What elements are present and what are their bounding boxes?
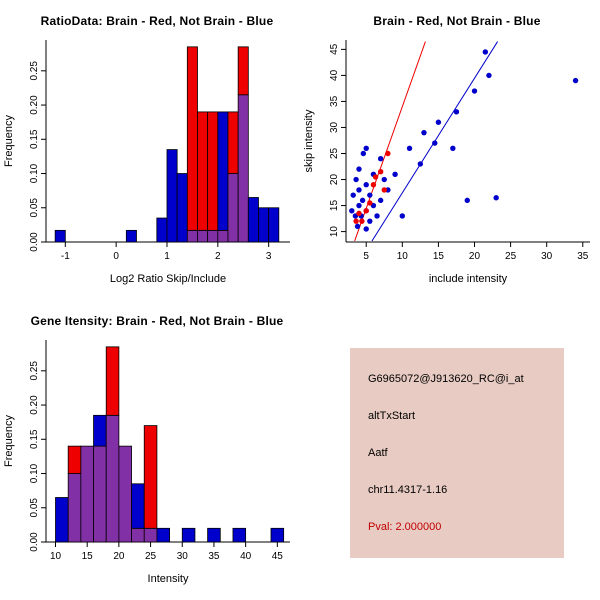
chromosome-location-label: chr11.4317-1.16 (368, 484, 448, 496)
panel-intensity-scatter: Brain - Red, Not Brain - Blue 5 10 15 20 25 3… (300, 0, 600, 300)
ratio-histogram-title: RatioData: Brain - Red, Not Brain - Blue (40, 14, 274, 28)
probe-id-label: G6965072@J913620_RC@i_at (368, 373, 524, 385)
svg-text:0.05: 0.05 (29, 198, 40, 218)
svg-text:skip intensity: skip intensity (303, 109, 315, 172)
svg-text:10: 10 (397, 251, 409, 262)
svg-text:0.20: 0.20 (29, 95, 40, 115)
svg-text:2: 2 (215, 251, 221, 262)
intensity-scatter-canvas: 5 10 15 20 25 30 35 10 15 20 25 30 35 40 45 include int… (303, 40, 590, 285)
svg-text:25: 25 (329, 147, 340, 159)
panel-ratio-histogram: RatioData: Brain - Red, Not Brain - Blue… (0, 0, 300, 300)
svg-text:35: 35 (577, 251, 589, 262)
svg-text:45: 45 (329, 43, 340, 55)
svg-text:Intensity: Intensity (148, 573, 189, 585)
gene-symbol-label: Aatf (368, 447, 388, 459)
svg-text:40: 40 (329, 69, 340, 81)
svg-text:15: 15 (329, 200, 340, 212)
panel-gene-intensity-histogram: Gene Itensity: Brain - Red, Not Brain - … (0, 300, 300, 600)
svg-text:0.05: 0.05 (29, 498, 40, 518)
svg-text:Log2 Ratio Skip/Include: Log2 Ratio Skip/Include (110, 273, 226, 285)
svg-text:0: 0 (113, 251, 119, 262)
svg-text:25: 25 (145, 551, 157, 562)
svg-text:10: 10 (329, 226, 340, 238)
svg-text:0.25: 0.25 (29, 361, 40, 381)
svg-text:25: 25 (505, 251, 517, 262)
svg-text:0.20: 0.20 (29, 395, 40, 415)
svg-text:30: 30 (177, 551, 189, 562)
gene-histogram-title: Gene Itensity: Brain - Red, Not Brain - … (30, 314, 284, 328)
gene-info-box: G6965072@J913620_RC@i_at altTxStart Aatf… (350, 348, 564, 558)
svg-text:30: 30 (329, 121, 340, 133)
svg-text:1: 1 (164, 251, 170, 262)
ratio-histogram-canvas: -1 0 1 2 3 0.00 0.05 0.10 0.15 0.20 0.25 Log2 Ratio… (3, 40, 290, 285)
svg-text:5: 5 (363, 251, 369, 262)
svg-text:0.00: 0.00 (29, 532, 40, 552)
svg-text:40: 40 (240, 551, 252, 562)
svg-text:20: 20 (113, 551, 125, 562)
svg-text:10: 10 (50, 551, 62, 562)
svg-text:0.15: 0.15 (29, 429, 40, 449)
svg-text:35: 35 (208, 551, 220, 562)
event-type-label: altTxStart (368, 410, 416, 422)
svg-text:45: 45 (272, 551, 284, 562)
svg-text:Frequency: Frequency (3, 415, 15, 467)
svg-text:0.10: 0.10 (29, 463, 40, 483)
svg-text:0.25: 0.25 (29, 61, 40, 81)
svg-text:30: 30 (541, 251, 553, 262)
svg-text:Frequency: Frequency (3, 115, 15, 167)
svg-text:20: 20 (329, 174, 340, 186)
scatter-title: Brain - Red, Not Brain - Blue (373, 14, 541, 28)
svg-text:0.00: 0.00 (29, 232, 40, 252)
svg-text:include intensity: include intensity (429, 273, 508, 285)
svg-text:35: 35 (329, 95, 340, 107)
svg-text:0.10: 0.10 (29, 163, 40, 183)
svg-text:15: 15 (433, 251, 445, 262)
panel-gene-info: G6965072@J913620_RC@i_at altTxStart Aatf… (300, 300, 600, 600)
svg-text:0.15: 0.15 (29, 129, 40, 149)
svg-text:20: 20 (469, 251, 481, 262)
svg-text:15: 15 (82, 551, 94, 562)
pval-label: Pval: 2.000000 (368, 521, 442, 533)
gene-intensity-histogram-canvas: 10 15 20 25 30 35 40 45 0.00 0.05 0.10 0.15 0.20 0.25… (3, 340, 290, 585)
svg-text:-1: -1 (61, 251, 70, 262)
svg-text:3: 3 (266, 251, 272, 262)
